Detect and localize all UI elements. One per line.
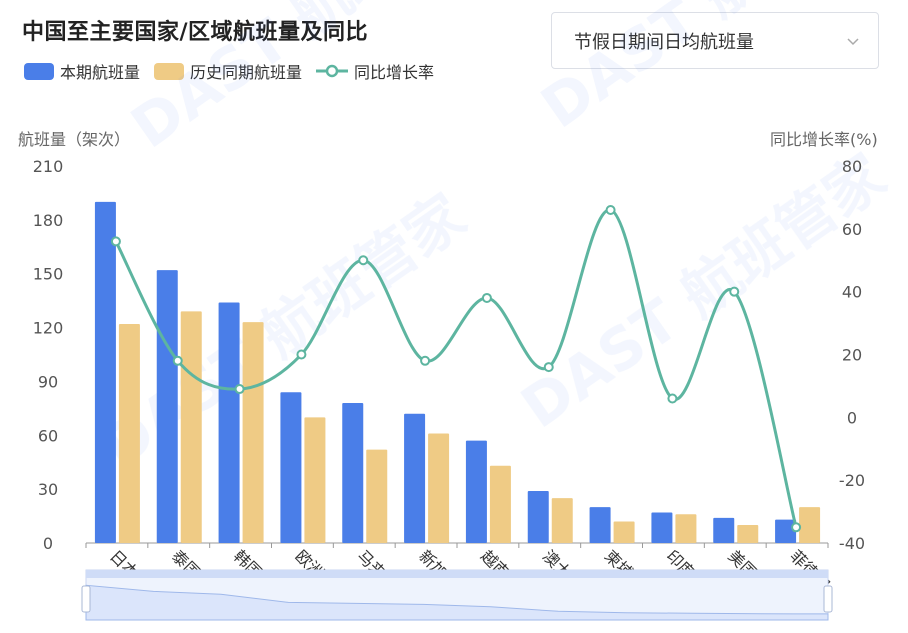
bar-current <box>713 517 735 543</box>
right-axis-tick: 40 <box>842 283 862 302</box>
bar-current <box>651 512 673 543</box>
legend-item-yoy[interactable]: 同比增长率 <box>316 59 434 83</box>
yoy-point <box>481 292 492 303</box>
bar-current <box>527 490 549 543</box>
right-axis-tick: 20 <box>842 346 862 365</box>
legend-swatch-history <box>154 62 185 80</box>
yoy-point <box>543 362 554 373</box>
bar-history <box>613 521 635 543</box>
bar-history <box>551 498 573 543</box>
bar-history <box>675 514 697 543</box>
bar-history <box>799 507 821 543</box>
bar-history <box>737 525 759 543</box>
legend-swatch-yoy <box>316 64 349 78</box>
watermark-text: DAST 航班管家 <box>529 0 908 141</box>
left-axis-tick: 0 <box>43 534 53 553</box>
zoom-selected-bar <box>86 570 828 578</box>
yoy-point <box>791 522 802 533</box>
yoy-point <box>296 349 307 360</box>
bar-history <box>489 465 511 543</box>
data-zoom-slider[interactable] <box>81 569 833 621</box>
left-axis-tick: 90 <box>38 372 58 391</box>
right-axis-tick: 80 <box>842 157 862 176</box>
bar-current <box>465 440 487 543</box>
zoom-handle-left[interactable] <box>81 585 91 613</box>
bar-current <box>218 302 240 543</box>
left-axis-tick: 30 <box>38 480 58 499</box>
bar-history <box>428 433 450 543</box>
left-axis-tick: 180 <box>33 211 64 230</box>
bar-current <box>589 507 611 543</box>
metric-select-value: 节假日期间日均航班量 <box>574 31 754 53</box>
legend-swatch-current <box>24 62 54 80</box>
legend-item-history[interactable]: 历史同期航班量 <box>154 59 302 83</box>
chart-title: 中国至主要国家/区域航班量及同比 <box>22 20 369 45</box>
left-axis-tick: 150 <box>33 265 64 284</box>
bar-history <box>366 449 388 543</box>
yoy-point <box>234 384 245 395</box>
legend-label-history: 历史同期航班量 <box>190 63 303 82</box>
right-axis-name: 同比增长率(%) <box>770 130 878 149</box>
zoom-handle-right[interactable] <box>823 585 833 613</box>
yoy-point <box>358 255 369 266</box>
bar-history <box>242 322 264 543</box>
metric-select[interactable]: 节假日期间日均航班量 <box>551 12 879 69</box>
yoy-point <box>420 355 431 366</box>
bar-current <box>775 519 797 543</box>
yoy-point <box>605 204 616 215</box>
right-axis-tick: -20 <box>839 471 865 490</box>
bar-current <box>94 201 116 543</box>
right-axis-tick: 0 <box>847 408 857 427</box>
bar-current <box>156 270 178 543</box>
right-axis-tick: -40 <box>839 534 865 553</box>
bar-current <box>280 392 302 543</box>
left-axis-tick: 210 <box>33 157 64 176</box>
bar-history <box>118 323 140 543</box>
yoy-point <box>110 236 121 247</box>
right-axis-tick: 60 <box>842 220 862 239</box>
left-axis-name: 航班量（架次） <box>18 130 131 149</box>
watermark-text: DAST 航班管家 <box>509 141 897 441</box>
legend: 本期航班量 历史同期航班量 同比增长率 <box>24 59 448 83</box>
bar-current <box>342 402 364 543</box>
legend-label-yoy: 同比增长率 <box>354 63 435 82</box>
bar-history <box>180 311 202 543</box>
chevron-down-icon <box>847 37 859 45</box>
yoy-point <box>172 355 183 366</box>
left-axis-tick: 120 <box>33 319 64 338</box>
bar-history <box>304 417 326 543</box>
yoy-point <box>667 393 678 404</box>
left-axis-tick: 60 <box>38 426 58 445</box>
legend-item-current[interactable]: 本期航班量 <box>24 59 140 83</box>
legend-label-current: 本期航班量 <box>60 63 141 82</box>
yoy-point <box>729 286 740 297</box>
zoom-preview-area <box>85 584 829 621</box>
bar-current <box>404 413 426 543</box>
watermark-text: DAST 航班管家 <box>119 0 507 161</box>
